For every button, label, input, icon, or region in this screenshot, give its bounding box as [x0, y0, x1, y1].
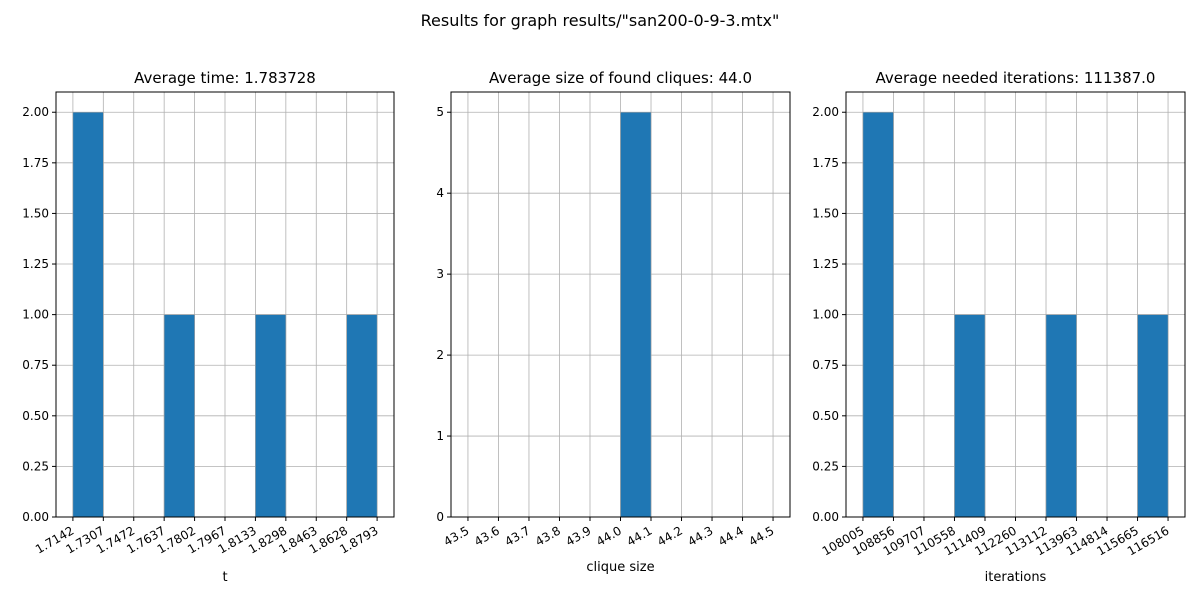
histogram-bar	[255, 314, 287, 518]
x-tick-label: 43.9	[563, 523, 593, 548]
x-axis-label: clique size	[586, 560, 654, 575]
x-tick-label: 43.8	[533, 523, 563, 548]
histogram-bar	[620, 111, 652, 518]
y-tick-label: 1	[436, 429, 444, 443]
chart-title: Average needed iterations: 111387.0	[876, 69, 1156, 87]
chart-title: Average size of found cliques: 44.0	[489, 69, 752, 87]
x-tick-label: 44.3	[685, 523, 715, 548]
y-tick-label: 0.50	[22, 409, 49, 423]
x-tick-label: 44.2	[655, 523, 685, 548]
x-tick-label: 44.5	[746, 523, 776, 548]
x-tick-label: 43.7	[502, 523, 532, 548]
y-tick-label: 0.50	[812, 409, 839, 423]
y-tick-label: 1.50	[812, 206, 839, 220]
figure-suptitle: Results for graph results/"san200-0-9-3.…	[421, 11, 780, 30]
x-tick-label: 44.1	[624, 523, 654, 548]
y-tick-label: 1.25	[22, 257, 49, 271]
y-tick-label: 2.00	[812, 105, 839, 119]
y-tick-label: 1.50	[22, 206, 49, 220]
y-tick-label: 4	[436, 186, 444, 200]
x-axis-label: iterations	[985, 570, 1047, 585]
y-tick-label: 3	[436, 267, 444, 281]
y-tick-label: 0.00	[812, 510, 839, 524]
chart-panel-3: 0.000.250.500.751.001.251.501.752.001080…	[812, 69, 1186, 585]
y-tick-label: 0.00	[22, 510, 49, 524]
y-tick-label: 1.00	[22, 308, 49, 322]
y-tick-label: 1.75	[812, 156, 839, 170]
histogram-bar	[72, 111, 104, 518]
x-tick-label: 43.6	[472, 523, 502, 548]
histogram-bar	[1137, 314, 1169, 518]
y-tick-label: 5	[436, 105, 444, 119]
y-tick-label: 0.75	[812, 358, 839, 372]
y-tick-label: 2.00	[22, 105, 49, 119]
histogram-bar	[1045, 314, 1077, 518]
histogram-bar	[954, 314, 986, 518]
histogram-bar	[163, 314, 195, 518]
chart-panel-1: 0.000.250.500.751.001.251.501.752.001.71…	[22, 69, 395, 585]
y-tick-label: 1.75	[22, 156, 49, 170]
chart-title: Average time: 1.783728	[134, 69, 316, 87]
x-axis-label: t	[222, 570, 227, 585]
y-tick-label: 0	[436, 510, 444, 524]
x-tick-label: 44.0	[594, 523, 624, 548]
histogram-bar	[862, 111, 894, 518]
histogram-bar	[346, 314, 378, 518]
y-tick-label: 0.25	[22, 459, 49, 473]
y-tick-label: 0.25	[812, 459, 839, 473]
x-tick-label: 44.4	[716, 523, 746, 548]
y-tick-label: 1.25	[812, 257, 839, 271]
x-tick-label: 43.5	[441, 523, 471, 548]
y-tick-label: 0.75	[22, 358, 49, 372]
y-tick-label: 2	[436, 348, 444, 362]
y-tick-label: 1.00	[812, 308, 839, 322]
